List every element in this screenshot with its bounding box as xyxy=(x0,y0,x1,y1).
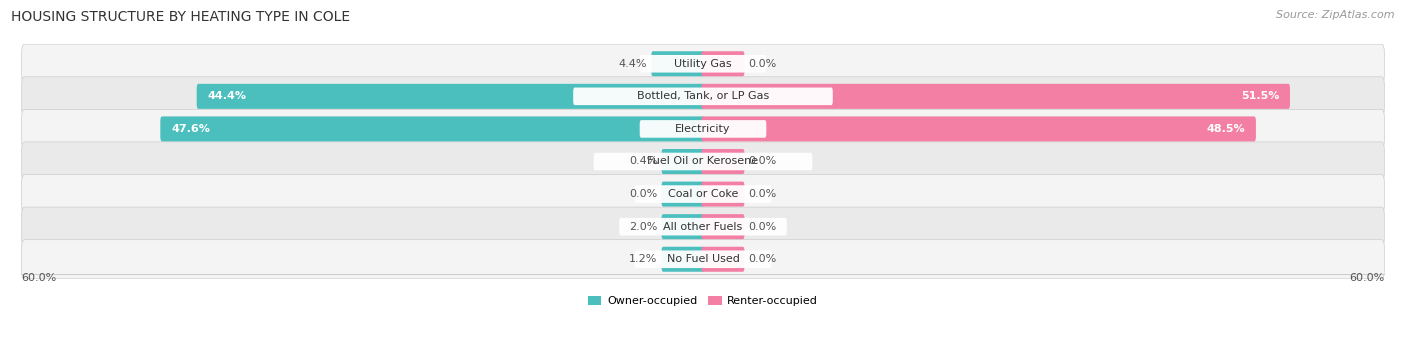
Text: 0.0%: 0.0% xyxy=(748,254,776,264)
Text: 51.5%: 51.5% xyxy=(1241,91,1279,101)
FancyBboxPatch shape xyxy=(634,185,772,203)
FancyBboxPatch shape xyxy=(21,77,1385,116)
FancyBboxPatch shape xyxy=(197,84,704,109)
Text: 44.4%: 44.4% xyxy=(208,91,246,101)
Text: 0.0%: 0.0% xyxy=(748,222,776,232)
FancyBboxPatch shape xyxy=(574,87,832,105)
FancyBboxPatch shape xyxy=(21,240,1385,279)
FancyBboxPatch shape xyxy=(21,174,1385,214)
Text: Source: ZipAtlas.com: Source: ZipAtlas.com xyxy=(1277,10,1395,20)
Text: 0.0%: 0.0% xyxy=(748,189,776,199)
FancyBboxPatch shape xyxy=(619,218,787,236)
Text: HOUSING STRUCTURE BY HEATING TYPE IN COLE: HOUSING STRUCTURE BY HEATING TYPE IN COL… xyxy=(11,10,350,24)
Text: All other Fuels: All other Fuels xyxy=(664,222,742,232)
Text: Utility Gas: Utility Gas xyxy=(675,59,731,69)
FancyBboxPatch shape xyxy=(702,116,1256,141)
Legend: Owner-occupied, Renter-occupied: Owner-occupied, Renter-occupied xyxy=(583,291,823,311)
Text: 60.0%: 60.0% xyxy=(1350,273,1385,283)
Text: 0.0%: 0.0% xyxy=(748,59,776,69)
FancyBboxPatch shape xyxy=(640,120,766,138)
Text: No Fuel Used: No Fuel Used xyxy=(666,254,740,264)
FancyBboxPatch shape xyxy=(21,142,1385,181)
FancyBboxPatch shape xyxy=(21,109,1385,149)
FancyBboxPatch shape xyxy=(702,84,1291,109)
FancyBboxPatch shape xyxy=(661,247,704,272)
FancyBboxPatch shape xyxy=(651,51,704,76)
Text: 2.0%: 2.0% xyxy=(628,222,658,232)
FancyBboxPatch shape xyxy=(702,149,745,174)
FancyBboxPatch shape xyxy=(21,207,1385,246)
Text: 1.2%: 1.2% xyxy=(628,254,658,264)
FancyBboxPatch shape xyxy=(702,247,745,272)
Text: 0.0%: 0.0% xyxy=(748,156,776,167)
Text: Electricity: Electricity xyxy=(675,124,731,134)
FancyBboxPatch shape xyxy=(661,214,704,239)
Text: Bottled, Tank, or LP Gas: Bottled, Tank, or LP Gas xyxy=(637,91,769,101)
FancyBboxPatch shape xyxy=(702,214,745,239)
FancyBboxPatch shape xyxy=(661,182,704,207)
Text: 48.5%: 48.5% xyxy=(1206,124,1246,134)
Text: Coal or Coke: Coal or Coke xyxy=(668,189,738,199)
FancyBboxPatch shape xyxy=(640,55,766,72)
Text: 47.6%: 47.6% xyxy=(172,124,209,134)
FancyBboxPatch shape xyxy=(634,251,772,268)
Text: 0.0%: 0.0% xyxy=(630,189,658,199)
FancyBboxPatch shape xyxy=(593,153,813,170)
FancyBboxPatch shape xyxy=(160,116,704,141)
Text: Fuel Oil or Kerosene: Fuel Oil or Kerosene xyxy=(647,156,759,167)
Text: 4.4%: 4.4% xyxy=(619,59,647,69)
FancyBboxPatch shape xyxy=(702,182,745,207)
Text: 0.4%: 0.4% xyxy=(628,156,658,167)
FancyBboxPatch shape xyxy=(661,149,704,174)
FancyBboxPatch shape xyxy=(702,51,745,76)
FancyBboxPatch shape xyxy=(21,44,1385,83)
Text: 60.0%: 60.0% xyxy=(21,273,56,283)
